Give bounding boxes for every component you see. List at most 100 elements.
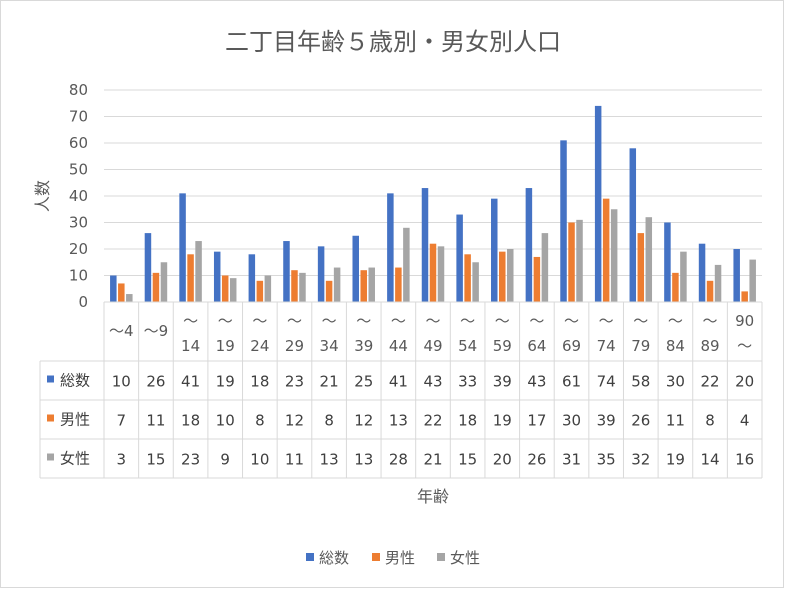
x-tick-label: 69 [562, 337, 581, 355]
data-label: 8 [705, 412, 715, 430]
data-label: 18 [250, 373, 269, 391]
bar [126, 294, 133, 302]
data-label: 32 [631, 451, 650, 469]
bar [395, 267, 402, 302]
row-legend-key [47, 453, 54, 461]
bar [741, 291, 748, 302]
data-label: 10 [250, 451, 269, 469]
data-label: 39 [597, 412, 616, 430]
row-legend-key [47, 414, 54, 422]
bar [248, 254, 256, 302]
bar [576, 219, 583, 302]
x-tick-label: ～ [529, 312, 544, 330]
data-label: 15 [146, 451, 165, 469]
data-label: 13 [354, 451, 373, 469]
data-label: 19 [216, 373, 235, 391]
row-legend-key [47, 375, 54, 383]
bar [472, 262, 479, 302]
data-label: 58 [631, 373, 650, 391]
bar [706, 280, 714, 302]
data-label: 14 [701, 451, 720, 469]
bar [541, 233, 549, 302]
data-label: 12 [285, 412, 304, 430]
data-label: 26 [527, 451, 546, 469]
x-tick-label: ～ [252, 312, 267, 330]
x-tick-label: ～9 [144, 322, 169, 340]
bar [733, 249, 740, 302]
bar [680, 251, 687, 302]
bar [437, 246, 445, 302]
data-label: 23 [285, 373, 304, 391]
bar [749, 259, 756, 302]
data-label: 13 [320, 451, 339, 469]
bar [456, 214, 463, 302]
x-tick-label: ～ [391, 312, 406, 330]
bar [594, 105, 602, 303]
y-tick-label: 40 [69, 187, 88, 205]
data-label: 8 [324, 412, 334, 430]
bar [360, 270, 367, 302]
bar [283, 241, 290, 302]
bar [179, 193, 186, 302]
data-label: 61 [562, 373, 581, 391]
bar [387, 193, 394, 302]
data-label: 22 [423, 412, 442, 430]
x-tick-label: ～ [356, 312, 371, 330]
data-label: 11 [285, 451, 304, 469]
x-tick-label: ～ [599, 312, 614, 330]
legend-label: 男性 [385, 549, 415, 567]
x-tick-label: ～ [668, 312, 683, 330]
bar [645, 217, 653, 302]
y-tick-label: 70 [69, 108, 88, 126]
data-label: 10 [216, 412, 235, 430]
x-tick-label: 64 [527, 337, 546, 355]
x-tick-label: ～ [322, 312, 337, 330]
x-tick-label: ～4 [109, 322, 134, 340]
data-label: 30 [562, 412, 581, 430]
bar [560, 140, 567, 302]
bar [221, 275, 229, 302]
x-tick-label: 34 [320, 337, 339, 355]
data-label: 18 [458, 412, 477, 430]
data-label: 39 [493, 373, 512, 391]
y-tick-label: 50 [69, 161, 88, 179]
bar [698, 243, 706, 302]
data-label: 22 [701, 373, 720, 391]
x-tick-label: 19 [216, 337, 235, 355]
data-label: 13 [389, 412, 408, 430]
bar [160, 262, 168, 302]
x-tick-label: 89 [701, 337, 720, 355]
x-tick-label: 74 [597, 337, 616, 355]
bar [403, 227, 410, 302]
data-label: 28 [389, 451, 408, 469]
bar [499, 251, 506, 302]
row-header-label: 総数 [60, 372, 90, 390]
data-label: 21 [320, 373, 339, 391]
data-label: 23 [181, 451, 200, 469]
y-tick-label: 80 [69, 81, 88, 99]
data-label: 41 [181, 373, 200, 391]
bar [602, 198, 610, 302]
bar [491, 198, 498, 302]
x-tick-label: 79 [631, 337, 650, 355]
data-label: 19 [666, 451, 685, 469]
data-label: 11 [666, 412, 685, 430]
bar [291, 270, 298, 302]
bar [229, 278, 237, 302]
data-label: 43 [527, 373, 546, 391]
bar [629, 148, 637, 302]
x-tick-label: ～ [287, 312, 302, 330]
bar [664, 222, 671, 302]
legend-label: 総数 [319, 549, 349, 567]
x-tick-label: 14 [181, 337, 200, 355]
data-label: 15 [458, 451, 477, 469]
bar [152, 272, 160, 302]
data-label: 8 [255, 412, 265, 430]
data-label: 17 [527, 412, 546, 430]
data-label: 35 [597, 451, 616, 469]
x-tick-label: ～ [737, 337, 752, 355]
bar [672, 272, 679, 302]
x-tick-label: ～ [633, 312, 648, 330]
data-label: 12 [354, 412, 373, 430]
